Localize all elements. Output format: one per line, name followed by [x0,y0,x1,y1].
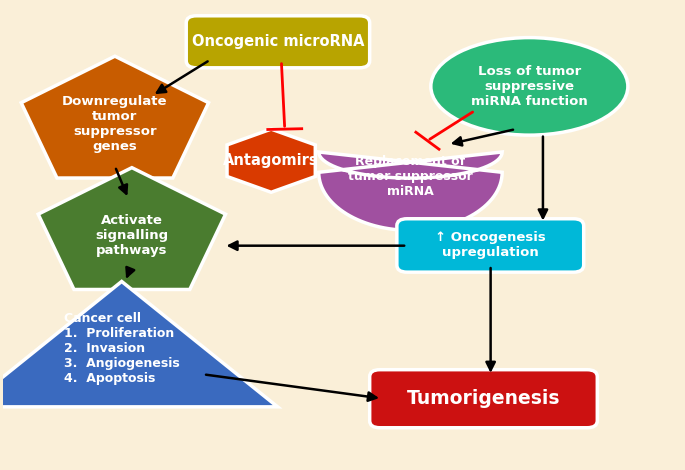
Polygon shape [319,152,502,230]
Text: Downregulate
tumor
suppressor
genes: Downregulate tumor suppressor genes [62,94,168,153]
Polygon shape [38,168,225,290]
Text: Oncogenic microRNA: Oncogenic microRNA [192,34,364,49]
FancyBboxPatch shape [397,219,584,272]
Text: Activate
signalling
pathways: Activate signalling pathways [95,213,169,257]
Ellipse shape [431,38,628,135]
Text: Antagomirs: Antagomirs [223,153,319,168]
Polygon shape [227,129,315,192]
Text: Cancer cell
1.  Proliferation
2.  Invasion
3.  Angiogenesis
4.  Apoptosis: Cancer cell 1. Proliferation 2. Invasion… [64,312,179,385]
Polygon shape [21,56,209,178]
Text: Replacement of
tumor suppressor
miRNA: Replacement of tumor suppressor miRNA [348,156,473,198]
FancyBboxPatch shape [186,16,370,68]
FancyBboxPatch shape [370,370,597,428]
Polygon shape [0,282,277,407]
Text: Loss of tumor
suppressive
miRNA function: Loss of tumor suppressive miRNA function [471,65,588,108]
Text: ↑ Oncogenesis
upregulation: ↑ Oncogenesis upregulation [435,231,546,259]
Text: Tumorigenesis: Tumorigenesis [407,389,560,408]
